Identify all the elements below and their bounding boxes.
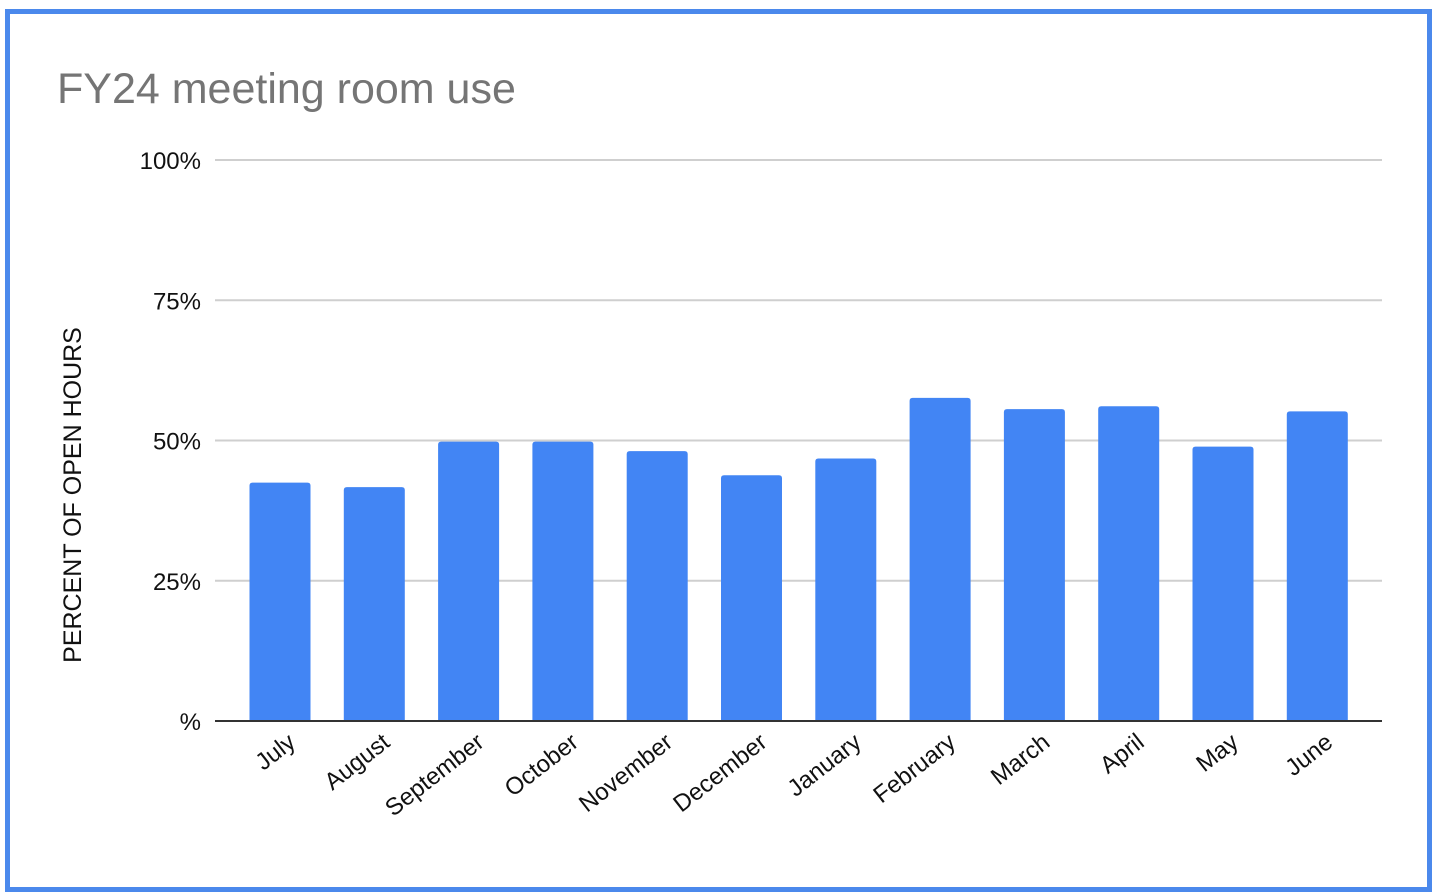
x-tick-label: May <box>1191 728 1243 777</box>
chart-title: FY24 meeting room use <box>57 65 516 113</box>
bar-january <box>815 458 877 721</box>
x-tick-label: June <box>1280 728 1338 781</box>
x-tick-label: December <box>668 728 772 817</box>
y-tick-label: 100% <box>140 148 201 175</box>
x-tick-label: October <box>500 728 584 802</box>
bar-august <box>343 487 405 721</box>
bar-june <box>1286 411 1348 721</box>
bar-march <box>1003 409 1065 721</box>
x-tick-label: November <box>574 728 678 817</box>
bar-may <box>1192 446 1254 721</box>
bar-november <box>626 451 688 721</box>
bar-december <box>721 475 782 721</box>
bar-april <box>1098 406 1160 721</box>
bar-september <box>438 441 500 721</box>
x-tick-label: March <box>986 728 1055 790</box>
x-tick-label: August <box>319 728 395 795</box>
gridlines <box>215 159 1382 582</box>
bar-october <box>532 441 594 721</box>
y-tick-label: % <box>180 709 201 736</box>
bars <box>249 397 1348 721</box>
y-tick-labels: % 25% 50% 75% 100% <box>140 148 201 736</box>
x-tick-label: February <box>868 728 960 808</box>
x-tick-label: April <box>1095 728 1149 779</box>
x-tick-label: January <box>783 728 867 802</box>
y-tick-label: 75% <box>153 288 201 315</box>
x-tick-label: September <box>380 728 489 822</box>
y-tick-label: 25% <box>153 569 201 596</box>
bar-july <box>249 482 311 721</box>
y-tick-label: 50% <box>153 429 201 456</box>
y-axis-label: PERCENT OF OPEN HOURS <box>59 327 87 663</box>
x-tick-label: July <box>250 728 300 776</box>
bar-february <box>909 397 971 721</box>
